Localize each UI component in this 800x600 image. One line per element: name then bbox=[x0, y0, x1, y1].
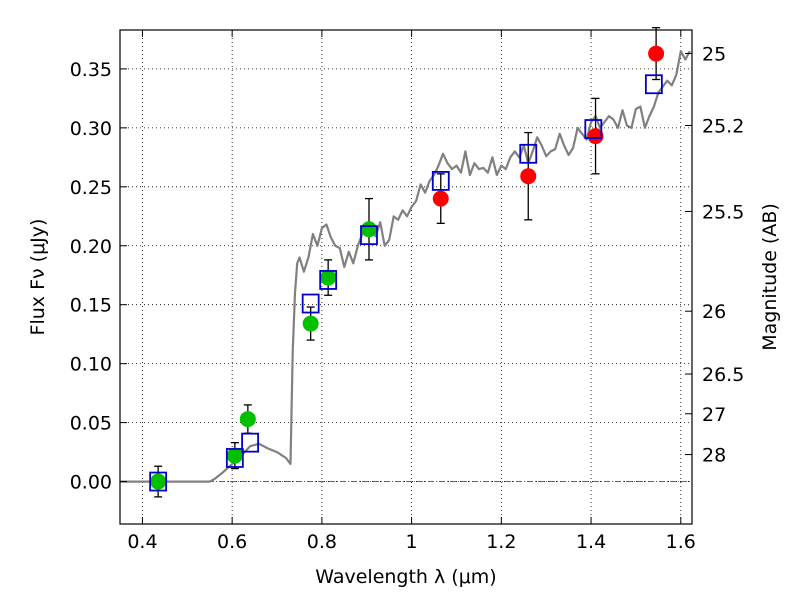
x-tick-label: 1.2 bbox=[486, 531, 516, 553]
data-point-green bbox=[150, 473, 167, 490]
x-tick-label: 0.4 bbox=[127, 531, 157, 553]
y2-tick-label: 28 bbox=[702, 445, 726, 467]
data-point-square bbox=[225, 448, 244, 468]
data-point-square bbox=[584, 119, 603, 139]
x-tick-label: 0.6 bbox=[217, 531, 247, 553]
model-spectrum-line bbox=[120, 50, 691, 483]
data-point-green bbox=[226, 447, 243, 464]
data-point-square bbox=[301, 293, 320, 314]
model-spectrum-layer bbox=[120, 50, 691, 483]
tick-layer bbox=[120, 30, 692, 524]
plot-frame bbox=[119, 29, 693, 525]
data-point-green bbox=[360, 221, 377, 238]
data-point-green bbox=[239, 411, 256, 428]
y2-tick-label: 25 bbox=[702, 43, 726, 65]
grid-layer bbox=[120, 30, 692, 524]
data-point-square bbox=[360, 225, 378, 246]
x-tick-label: 1.4 bbox=[576, 531, 606, 553]
data-point-red bbox=[520, 168, 537, 185]
data-point-square bbox=[241, 432, 260, 453]
x-axis-label: Wavelength λ (μm) bbox=[315, 566, 496, 588]
y2-axis-label: Magnitude (AB) bbox=[759, 203, 781, 351]
y-tick-label: 0.05 bbox=[70, 413, 112, 435]
tick-label-layer: 0.4 0.6 0.8 1 1.2 1.4 1.6 0.00 0.05 0.10 0.15 0.20 0… bbox=[70, 43, 745, 553]
x-tick-label: 1.6 bbox=[666, 531, 696, 553]
y-tick-label: 0.20 bbox=[70, 236, 112, 258]
y-tick-label: 0.10 bbox=[70, 354, 112, 376]
data-point-square bbox=[644, 74, 663, 95]
y-tick-label: 0.35 bbox=[70, 59, 112, 81]
y2-tick-label: 26.5 bbox=[702, 364, 744, 386]
error-bar-layer bbox=[154, 26, 661, 498]
data-point-red bbox=[587, 128, 604, 145]
y-axis-label: Flux Fν (μJy) bbox=[27, 219, 49, 336]
data-point-square bbox=[149, 471, 168, 492]
data-point-green bbox=[302, 315, 319, 332]
y-tick-label: 0.00 bbox=[70, 472, 112, 494]
y-tick-label: 0.15 bbox=[70, 295, 112, 317]
y2-tick-label: 25.5 bbox=[702, 201, 744, 223]
data-point-red bbox=[432, 190, 449, 207]
y2-tick-label: 26 bbox=[702, 301, 726, 323]
data-point-square bbox=[431, 171, 450, 191]
marker-layer bbox=[149, 45, 665, 492]
y-tick-label: 0.30 bbox=[70, 118, 112, 140]
data-point-square bbox=[519, 143, 538, 164]
y2-tick-label: 25.2 bbox=[702, 115, 744, 137]
y2-tick-label: 27 bbox=[702, 404, 726, 426]
data-point-red bbox=[648, 45, 665, 62]
data-point-square bbox=[319, 270, 338, 290]
x-tick-label: 1 bbox=[406, 531, 418, 553]
y-tick-label: 0.25 bbox=[70, 177, 112, 199]
data-point-green bbox=[320, 269, 337, 286]
x-tick-label: 0.8 bbox=[307, 531, 337, 553]
